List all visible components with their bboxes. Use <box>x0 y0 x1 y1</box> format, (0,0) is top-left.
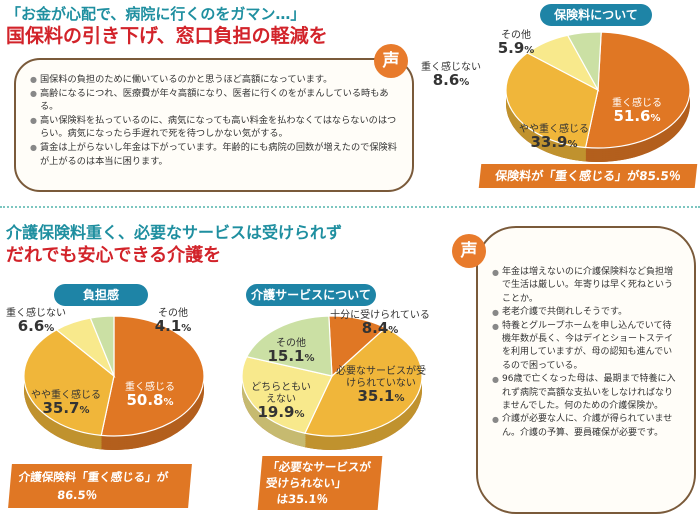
top-voice-item: 国保料の負担のために働いているのかと思うほど高額になっています。 <box>30 73 398 87</box>
chart2-unit: % <box>44 323 55 334</box>
bottom-voice-item: 年金は増えないのに介護保険料など負担増で生活は厳しい。年寄りは早く死ねということ… <box>492 266 680 306</box>
chart2-unit: % <box>163 397 174 408</box>
chart3-label-text: どちらともいえない <box>251 382 311 405</box>
chart1-label-somewhat: やや重く感じる 33.9% <box>514 124 594 151</box>
chart1-value: 8.6 <box>432 71 460 89</box>
bottom-voice-item: 特養とグループホームを申し込んでいて待機年数が長く、今はデイとショートステイを利… <box>492 320 680 374</box>
chart1-label-text: 重く感じる <box>612 98 662 109</box>
chart3-summary: 「必要なサービスが 受けられない」 は35.1％ <box>257 456 383 510</box>
chart2-value: 35.7 <box>42 399 80 417</box>
chart3-label-text: その他 <box>276 338 306 349</box>
chart3-slice-1 <box>304 327 423 437</box>
chart3-summary-line1: 「必要なサービスが <box>266 460 372 474</box>
chart2-label-other: その他 4.1% <box>146 308 200 335</box>
bottom-voice-item: 96歳で亡くなった母は、最期まで特養に入れず病院で高額な支払いをしなければなりま… <box>492 373 680 413</box>
chart2-label-text: やや重く感じる <box>31 390 101 401</box>
chart2-slices <box>23 315 205 450</box>
chart2-summary-line1: 介護保険料「重く感じる」が <box>18 470 169 484</box>
chart2-label-not-heavy: 重く感じない 6.6% <box>4 308 68 335</box>
chart3-unit: % <box>304 353 315 364</box>
chart2-value: 4.1 <box>154 317 182 335</box>
top-voice-item: 高齢になるにつれ、医療費が年々高額になり、医者に行くのをがまんしている時もある。 <box>30 87 398 114</box>
chart2-label-text: 重く感じる <box>125 382 175 393</box>
chart3-slice-3 <box>245 315 333 377</box>
chart1-value: 51.6 <box>613 107 651 125</box>
bottom-voice-item: 老老介護で共倒れしそうです。 <box>492 306 680 320</box>
chart1-value: 33.9 <box>530 133 568 151</box>
top-voice-item: 賃金は上がらないし年金は下がっています。年齢的にも病院の回数が増えたので保険料が… <box>30 141 398 168</box>
chart1-slices <box>505 31 691 162</box>
chart3-label-not-received: 必要なサービスが受けられていない 35.1% <box>336 366 426 405</box>
top-quote: 「お金が心配で、病院に行くのをガマン…」 <box>6 5 306 23</box>
chart2-slice-3 <box>89 315 115 377</box>
chart1-unit: % <box>524 45 535 56</box>
chart1-label-text: 重く感じない <box>421 62 481 73</box>
chart3-pie <box>241 315 423 450</box>
top-voice-bubble: 国保料の負担のために働いているのかと思うほど高額になっています。 高齢になるにつ… <box>14 58 414 192</box>
top-header: 「お金が心配で、病院に行くのをガマン…」 国保料の引き下げ、窓口負担の軽減を <box>6 4 426 47</box>
bottom-voice-list: 年金は増えないのに介護保険料など負担増で生活は厳しい。年寄りは早く死ねということ… <box>492 266 680 440</box>
bottom-voice-badge: 声 <box>452 234 486 268</box>
chart3-value: 35.1 <box>357 387 395 405</box>
chart1-title: 保険料について <box>540 4 652 26</box>
chart3-value: 15.1 <box>267 347 305 365</box>
chart2-label-text: その他 <box>158 308 188 319</box>
chart1-unit: % <box>567 139 578 150</box>
chart3-label-other: その他 15.1% <box>266 338 316 365</box>
chart3-value: 8.4 <box>361 319 389 337</box>
chart1-unit: % <box>459 77 470 88</box>
chart1-summary: 保険料が「重く感じる」が85.5％ <box>478 164 698 188</box>
chart1-label-other: その他 5.9% <box>486 30 546 57</box>
chart3-label-text: 十分に受けられている <box>330 310 430 321</box>
top-voice-list: 国保料の負担のために働いているのかと思うほど高額になっています。 高齢になるにつ… <box>30 73 398 168</box>
top-voice-badge: 声 <box>374 44 408 78</box>
chart2-slice-0 <box>100 315 205 437</box>
chart2-value: 6.6 <box>17 317 45 335</box>
top-voice-item: 高い保険料を払っているのに、病気になっても高い料金を払わなくてはならないのはつら… <box>30 114 398 141</box>
chart1-label-heavy: 重く感じる 51.6% <box>602 98 672 125</box>
chart3-unit: % <box>394 393 405 404</box>
chart3-slices <box>241 315 423 450</box>
chart3-title: 介護サービスについて <box>246 284 376 306</box>
chart3-summary-line3: は35.1％ <box>275 492 329 506</box>
section-divider <box>0 206 700 208</box>
bottom-header: 介護保険料重く、必要なサービスは受けられず だれでも安心できる介護を <box>6 222 446 268</box>
chart3-label-neither: どちらともいえない 19.9% <box>250 382 312 421</box>
chart2-label-heavy: 重く感じる 50.8% <box>112 382 188 409</box>
chart3-summary-line2: 受けられない」 <box>265 476 348 490</box>
chart2-label-text: 重く感じない <box>6 308 66 319</box>
bottom-headline-1: 介護保険料重く、必要なサービスは受けられず <box>6 223 343 242</box>
chart3-label-text: 必要なサービスが受けられていない <box>336 366 426 389</box>
bottom-voice-bubble: 年金は増えないのに介護保険料など負担増で生活は厳しい。年寄りは早く死ねということ… <box>476 226 696 514</box>
chart3-slice-2 <box>241 356 333 434</box>
chart1-pie <box>505 31 691 162</box>
chart2-unit: % <box>181 323 192 334</box>
chart2-title: 負担感 <box>54 284 148 306</box>
chart2-slice-1 <box>23 329 115 437</box>
chart1-slice-1 <box>505 52 599 149</box>
chart2-unit: % <box>79 405 90 416</box>
chart3-unit: % <box>388 325 399 336</box>
chart2-summary: 介護保険料「重く感じる」が 86.5％ <box>8 464 192 508</box>
chart1-label-not-heavy: 重く感じない 8.6% <box>416 62 486 89</box>
chart1-value: 5.9 <box>497 39 525 57</box>
top-headline: 国保料の引き下げ、窓口負担の軽減を <box>6 25 328 47</box>
chart1-slice-3 <box>566 31 602 93</box>
chart2-label-somewhat: やや重く感じる 35.7% <box>26 390 106 417</box>
chart2-value: 50.8 <box>126 391 164 409</box>
chart1-unit: % <box>650 113 661 124</box>
chart2-pie <box>23 315 205 450</box>
chart2-summary-line2: 86.5％ <box>56 488 98 502</box>
chart1-label-text: やや重く感じる <box>519 124 589 135</box>
chart3-label-sufficient: 十分に受けられている 8.4% <box>330 310 430 337</box>
bottom-headline-2: だれでも安心できる介護を <box>6 245 222 266</box>
chart1-label-text: その他 <box>501 30 531 41</box>
chart3-unit: % <box>294 409 305 420</box>
chart3-value: 19.9 <box>257 403 295 421</box>
chart1-slice-0 <box>584 31 691 149</box>
bottom-voice-item: 介護が必要な人に、介護が得られていません。介護の予算、要員確保が必要です。 <box>492 413 680 440</box>
